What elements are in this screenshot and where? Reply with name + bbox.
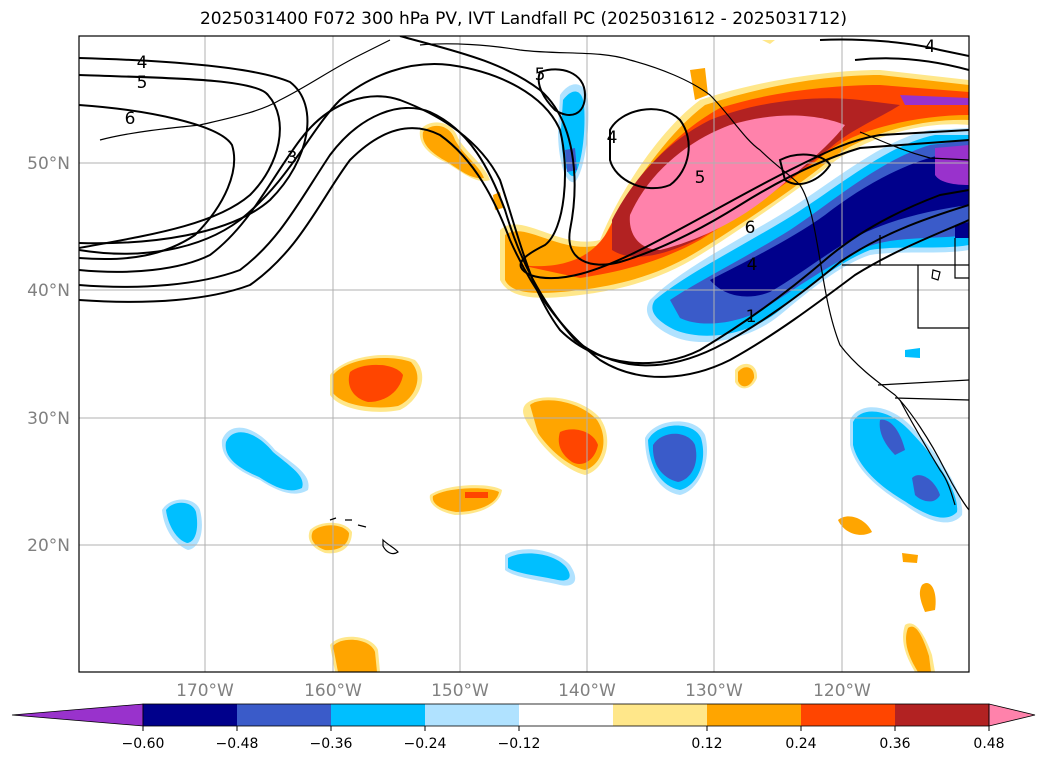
colorbar-segment [425,704,520,726]
contour-labels: 4 5 6 3 5 4 5 6 4 1 4 [125,37,936,327]
colorbar-segment [801,704,896,726]
positive-band-purple [900,95,969,105]
figure-title: 2025031400 F072 300 hPa PV, IVT Landfall… [199,9,847,29]
colorbar-tick-label: −0.48 [216,736,259,752]
colorbar-segment [143,704,238,726]
latitude-labels: 50°N 40°N 30°N 20°N [27,154,70,556]
lon-label: 130°W [685,681,743,701]
colorbar [11,703,1036,727]
contour-label: 4 [607,128,618,148]
contour-label: 6 [125,109,136,129]
colorbar-tick-label: −0.36 [310,736,353,752]
contour-label: 3 [287,148,298,168]
contour-label: 5 [695,168,706,188]
negative-band-navy [710,152,969,297]
lon-label: 170°W [176,681,234,701]
pv-contours [79,36,969,378]
contour-label: 5 [535,65,546,85]
contour-label: 5 [137,73,148,93]
colorbar-tick-label: 0.48 [973,736,1004,752]
negative-band-purple [935,145,969,185]
colorbar-segment [331,704,426,726]
contour-label: 1 [746,307,757,327]
colorbar-ticks: −0.60 −0.48 −0.36 −0.24 −0.12 0.12 0.24 0.36 0.4… [122,726,1005,752]
colorbar-tick-label: −0.12 [498,736,541,752]
colorbar-extend-low [11,703,144,727]
map-frame [78,35,970,673]
lat-label: 40°N [27,281,70,301]
colorbar-segment [613,704,708,726]
map-gridlines [79,36,969,672]
colorbar-extend-high [988,703,1036,727]
contour-label: 4 [747,255,758,275]
positive-band-pink [629,115,845,250]
colorbar-segment [237,704,332,726]
colorbar-segment [707,704,802,726]
lat-label: 30°N [27,409,70,429]
colorbar-tick-label: 0.12 [691,736,722,752]
colorbar-tick-label: −0.60 [122,736,165,752]
lon-label: 140°W [558,681,616,701]
colorbar-frame [142,703,990,727]
lat-label: 20°N [27,536,70,556]
colorbar-segment [895,704,990,726]
contour-label: 4 [137,53,148,73]
lat-label: 50°N [27,154,70,174]
colorbar-tick-label: 0.36 [879,736,910,752]
shaded-anomaly-layer [162,40,969,672]
colorbar-tick-label: 0.24 [785,736,816,752]
contour-label: 6 [745,218,756,238]
colorbar-segment [519,704,614,726]
lon-label: 160°W [304,681,362,701]
lon-label: 120°W [813,681,871,701]
longitude-labels: 170°W 160°W 150°W 140°W 130°W 120°W [176,681,871,701]
colorbar-tick-label: −0.24 [404,736,447,752]
lon-label: 150°W [431,681,489,701]
contour-label: 4 [925,37,936,57]
